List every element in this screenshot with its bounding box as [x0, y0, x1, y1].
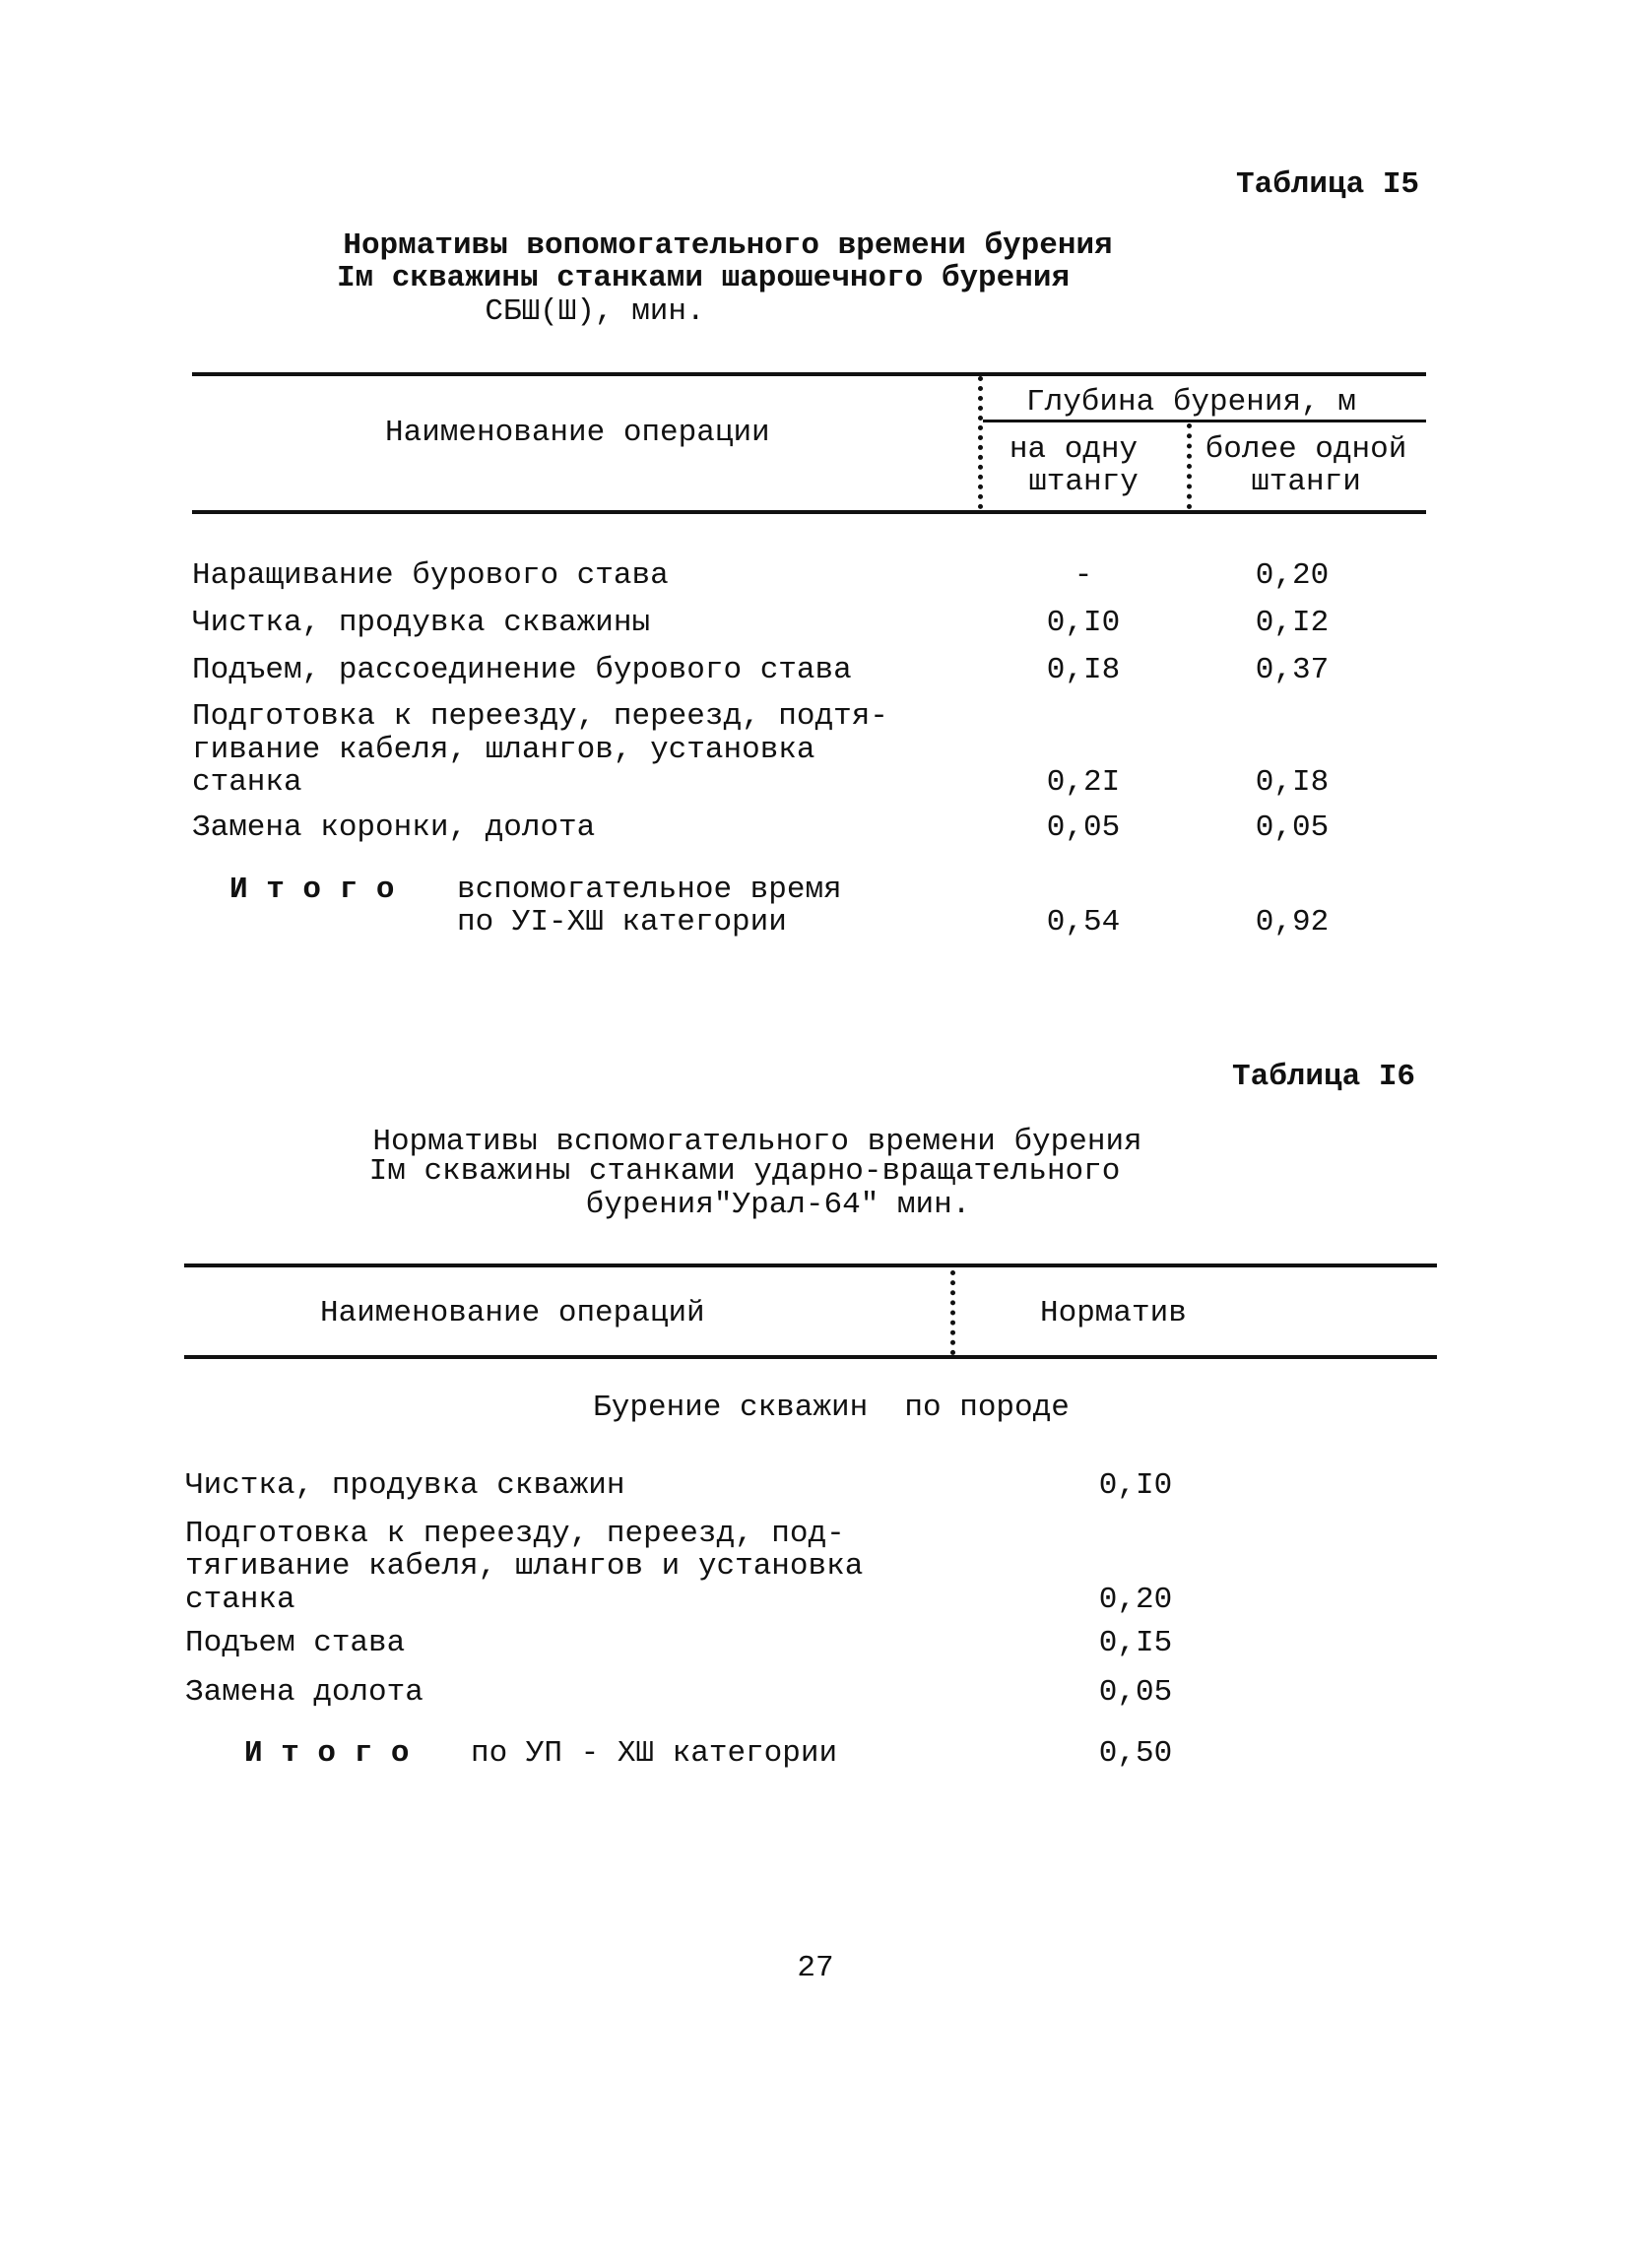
table15-col1-line1: на одну — [1009, 432, 1139, 467]
table15-column-separator — [978, 376, 983, 509]
row-value-col1: 0,2I — [1046, 765, 1121, 800]
table15-header-subrule — [983, 420, 1426, 422]
row-name: Чистка, продувка скважины — [192, 606, 651, 640]
total-label: И т о г о — [244, 1736, 410, 1771]
total-value: 0,50 — [1098, 1736, 1173, 1771]
row-name-line1: Подготовка к переезду, переезд, под- — [185, 1517, 845, 1551]
row-name-line3: станка — [192, 765, 302, 800]
table16-title-line2: Iм скважины станками ударно-вращательног… — [368, 1154, 1121, 1189]
row-value-col2: 0,20 — [1255, 558, 1330, 593]
row-value: 0,05 — [1098, 1675, 1173, 1710]
total-value-col1: 0,54 — [1046, 905, 1121, 940]
row-name: Подъем става — [185, 1626, 406, 1660]
table16-header-bottom-rule — [184, 1355, 1437, 1359]
total-text: по УП - ХШ категории — [471, 1736, 838, 1771]
total-label: И т о г о — [229, 873, 395, 907]
row-name: Замена долота — [185, 1675, 423, 1710]
table15-subcolumn-separator — [1187, 423, 1192, 509]
row-name-line2: тягивание кабеля, шлангов и установка — [185, 1549, 864, 1584]
total-text-line2: по УI-ХШ категории — [457, 905, 787, 940]
row-value-col1: 0,I0 — [1046, 606, 1121, 640]
table15-col1-line2: штангу — [1028, 465, 1139, 499]
table15-col2-line1: более одной — [1205, 432, 1407, 467]
table16-label: Таблица I6 — [1232, 1060, 1416, 1094]
table15-top-rule — [192, 372, 1426, 376]
row-value-col1: - — [1074, 558, 1093, 593]
row-name-line3: станка — [185, 1583, 295, 1617]
table15-title-line1: Нормативы вопомогательного времени бурен… — [343, 228, 1113, 263]
table15-col2-line2: штанги — [1251, 465, 1361, 499]
table16-header-norm: Норматив — [1040, 1296, 1187, 1330]
page-number: 27 — [797, 1951, 834, 1985]
table16-title-line3: бурения"Урал-64" мин. — [585, 1188, 971, 1222]
table16-top-rule — [184, 1264, 1437, 1267]
row-name: Чистка, продувка скважин — [185, 1468, 625, 1503]
total-text-line1: вспомогательное время — [457, 873, 842, 907]
row-value-col2: 0,I2 — [1255, 606, 1330, 640]
row-name: Подъем, рассоединение бурового става — [192, 653, 852, 687]
table16-section-heading: Бурение скважин по породе — [593, 1391, 1070, 1425]
table15-label: Таблица I5 — [1236, 167, 1420, 202]
row-value: 0,I0 — [1098, 1468, 1173, 1503]
table16-header-operation: Наименование операций — [320, 1296, 705, 1330]
row-name-line1: Подготовка к переезду, переезд, подтя- — [192, 699, 888, 734]
row-value-col1: 0,05 — [1046, 810, 1121, 845]
row-value-col2: 0,05 — [1255, 810, 1330, 845]
table16-title-line1: Нормативы вспомогательного времени бурен… — [372, 1125, 1142, 1159]
table16-column-separator — [950, 1270, 955, 1355]
table15-header-operation: Наименование операции — [385, 416, 770, 450]
table15-title-line3: СБШ(Ш), мин. — [485, 294, 705, 329]
row-value-col2: 0,I8 — [1255, 765, 1330, 800]
row-value: 0,I5 — [1098, 1626, 1173, 1660]
row-value-col1: 0,I8 — [1046, 653, 1121, 687]
table15-header-group: Глубина бурения, м — [1026, 385, 1356, 420]
table15-title-line2: Iм скважины станками шарошечного бурения — [336, 261, 1071, 295]
total-value-col2: 0,92 — [1255, 905, 1330, 940]
row-name-line2: гивание кабеля, шлангов, установка — [192, 733, 815, 767]
row-value-col2: 0,37 — [1255, 653, 1330, 687]
row-value: 0,20 — [1098, 1583, 1173, 1617]
table15-header-bottom-rule — [192, 510, 1426, 514]
row-name: Замена коронки, долота — [192, 810, 596, 845]
row-name: Наращивание бурового става — [192, 558, 669, 593]
